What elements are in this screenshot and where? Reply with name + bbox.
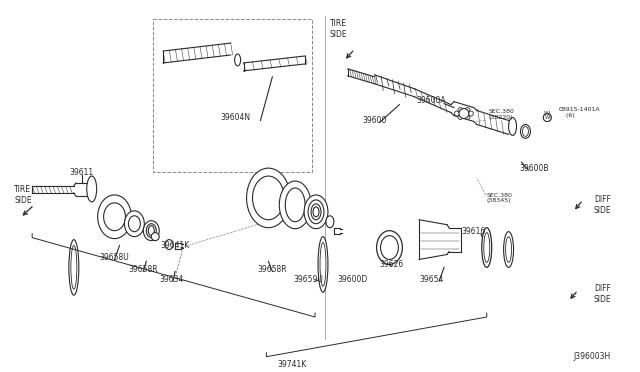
Ellipse shape [376, 231, 403, 264]
Ellipse shape [326, 216, 334, 228]
Ellipse shape [165, 240, 173, 250]
Ellipse shape [235, 54, 241, 66]
Text: 39654: 39654 [419, 275, 444, 284]
Text: 08915-1401A
    (6): 08915-1401A (6) [558, 107, 600, 118]
Text: 39641K: 39641K [161, 241, 189, 250]
Ellipse shape [71, 246, 77, 289]
Text: 39658U: 39658U [100, 253, 129, 262]
Text: 39600: 39600 [362, 116, 387, 125]
Ellipse shape [482, 228, 492, 267]
Text: 39626: 39626 [380, 260, 404, 269]
Ellipse shape [147, 224, 156, 238]
Ellipse shape [279, 181, 311, 229]
Text: J396003H: J396003H [573, 352, 611, 361]
Ellipse shape [124, 211, 145, 237]
Text: TIRE
SIDE: TIRE SIDE [330, 19, 348, 39]
Text: 39600A: 39600A [417, 96, 446, 105]
Ellipse shape [253, 176, 284, 220]
Text: 39604N: 39604N [221, 113, 251, 122]
Ellipse shape [311, 204, 321, 220]
Circle shape [543, 113, 551, 122]
Text: 39600D: 39600D [338, 275, 368, 284]
Text: 39741K: 39741K [278, 360, 307, 369]
Ellipse shape [506, 237, 511, 262]
Circle shape [465, 108, 470, 113]
Circle shape [543, 113, 551, 122]
Text: SEC.380
(38345): SEC.380 (38345) [487, 193, 513, 203]
Circle shape [458, 108, 463, 113]
Ellipse shape [98, 195, 131, 238]
Text: 39658R: 39658R [257, 265, 287, 274]
Text: SEC.380
(38220): SEC.380 (38220) [489, 109, 515, 120]
Text: 39658R: 39658R [129, 265, 158, 274]
Ellipse shape [304, 195, 328, 229]
Ellipse shape [151, 232, 159, 241]
Ellipse shape [484, 232, 490, 262]
Ellipse shape [522, 126, 529, 137]
Ellipse shape [308, 200, 324, 224]
Text: 39634: 39634 [159, 275, 183, 284]
Text: 39600B: 39600B [520, 164, 549, 173]
Ellipse shape [509, 118, 516, 135]
Ellipse shape [246, 168, 290, 228]
Text: TIRE
SIDE: TIRE SIDE [14, 185, 32, 205]
Ellipse shape [143, 221, 159, 241]
Text: DIFF
SIDE: DIFF SIDE [594, 195, 612, 215]
Ellipse shape [381, 235, 399, 259]
Text: DIFF
SIDE: DIFF SIDE [594, 285, 612, 304]
Text: 39611: 39611 [70, 168, 94, 177]
Circle shape [468, 111, 474, 116]
Text: 39659U: 39659U [293, 275, 323, 284]
Ellipse shape [69, 240, 79, 295]
Text: W: W [545, 115, 550, 120]
Ellipse shape [148, 226, 154, 235]
Ellipse shape [104, 203, 125, 231]
Ellipse shape [318, 237, 328, 292]
Circle shape [454, 111, 460, 116]
Ellipse shape [320, 243, 326, 286]
Circle shape [465, 115, 470, 119]
Ellipse shape [313, 207, 319, 217]
Ellipse shape [504, 232, 513, 267]
Ellipse shape [520, 125, 531, 138]
Ellipse shape [129, 216, 140, 232]
Ellipse shape [87, 176, 97, 202]
Circle shape [459, 109, 469, 119]
Ellipse shape [285, 188, 305, 222]
Circle shape [458, 115, 463, 119]
Text: W: W [544, 111, 550, 116]
Text: 39616: 39616 [461, 227, 486, 236]
